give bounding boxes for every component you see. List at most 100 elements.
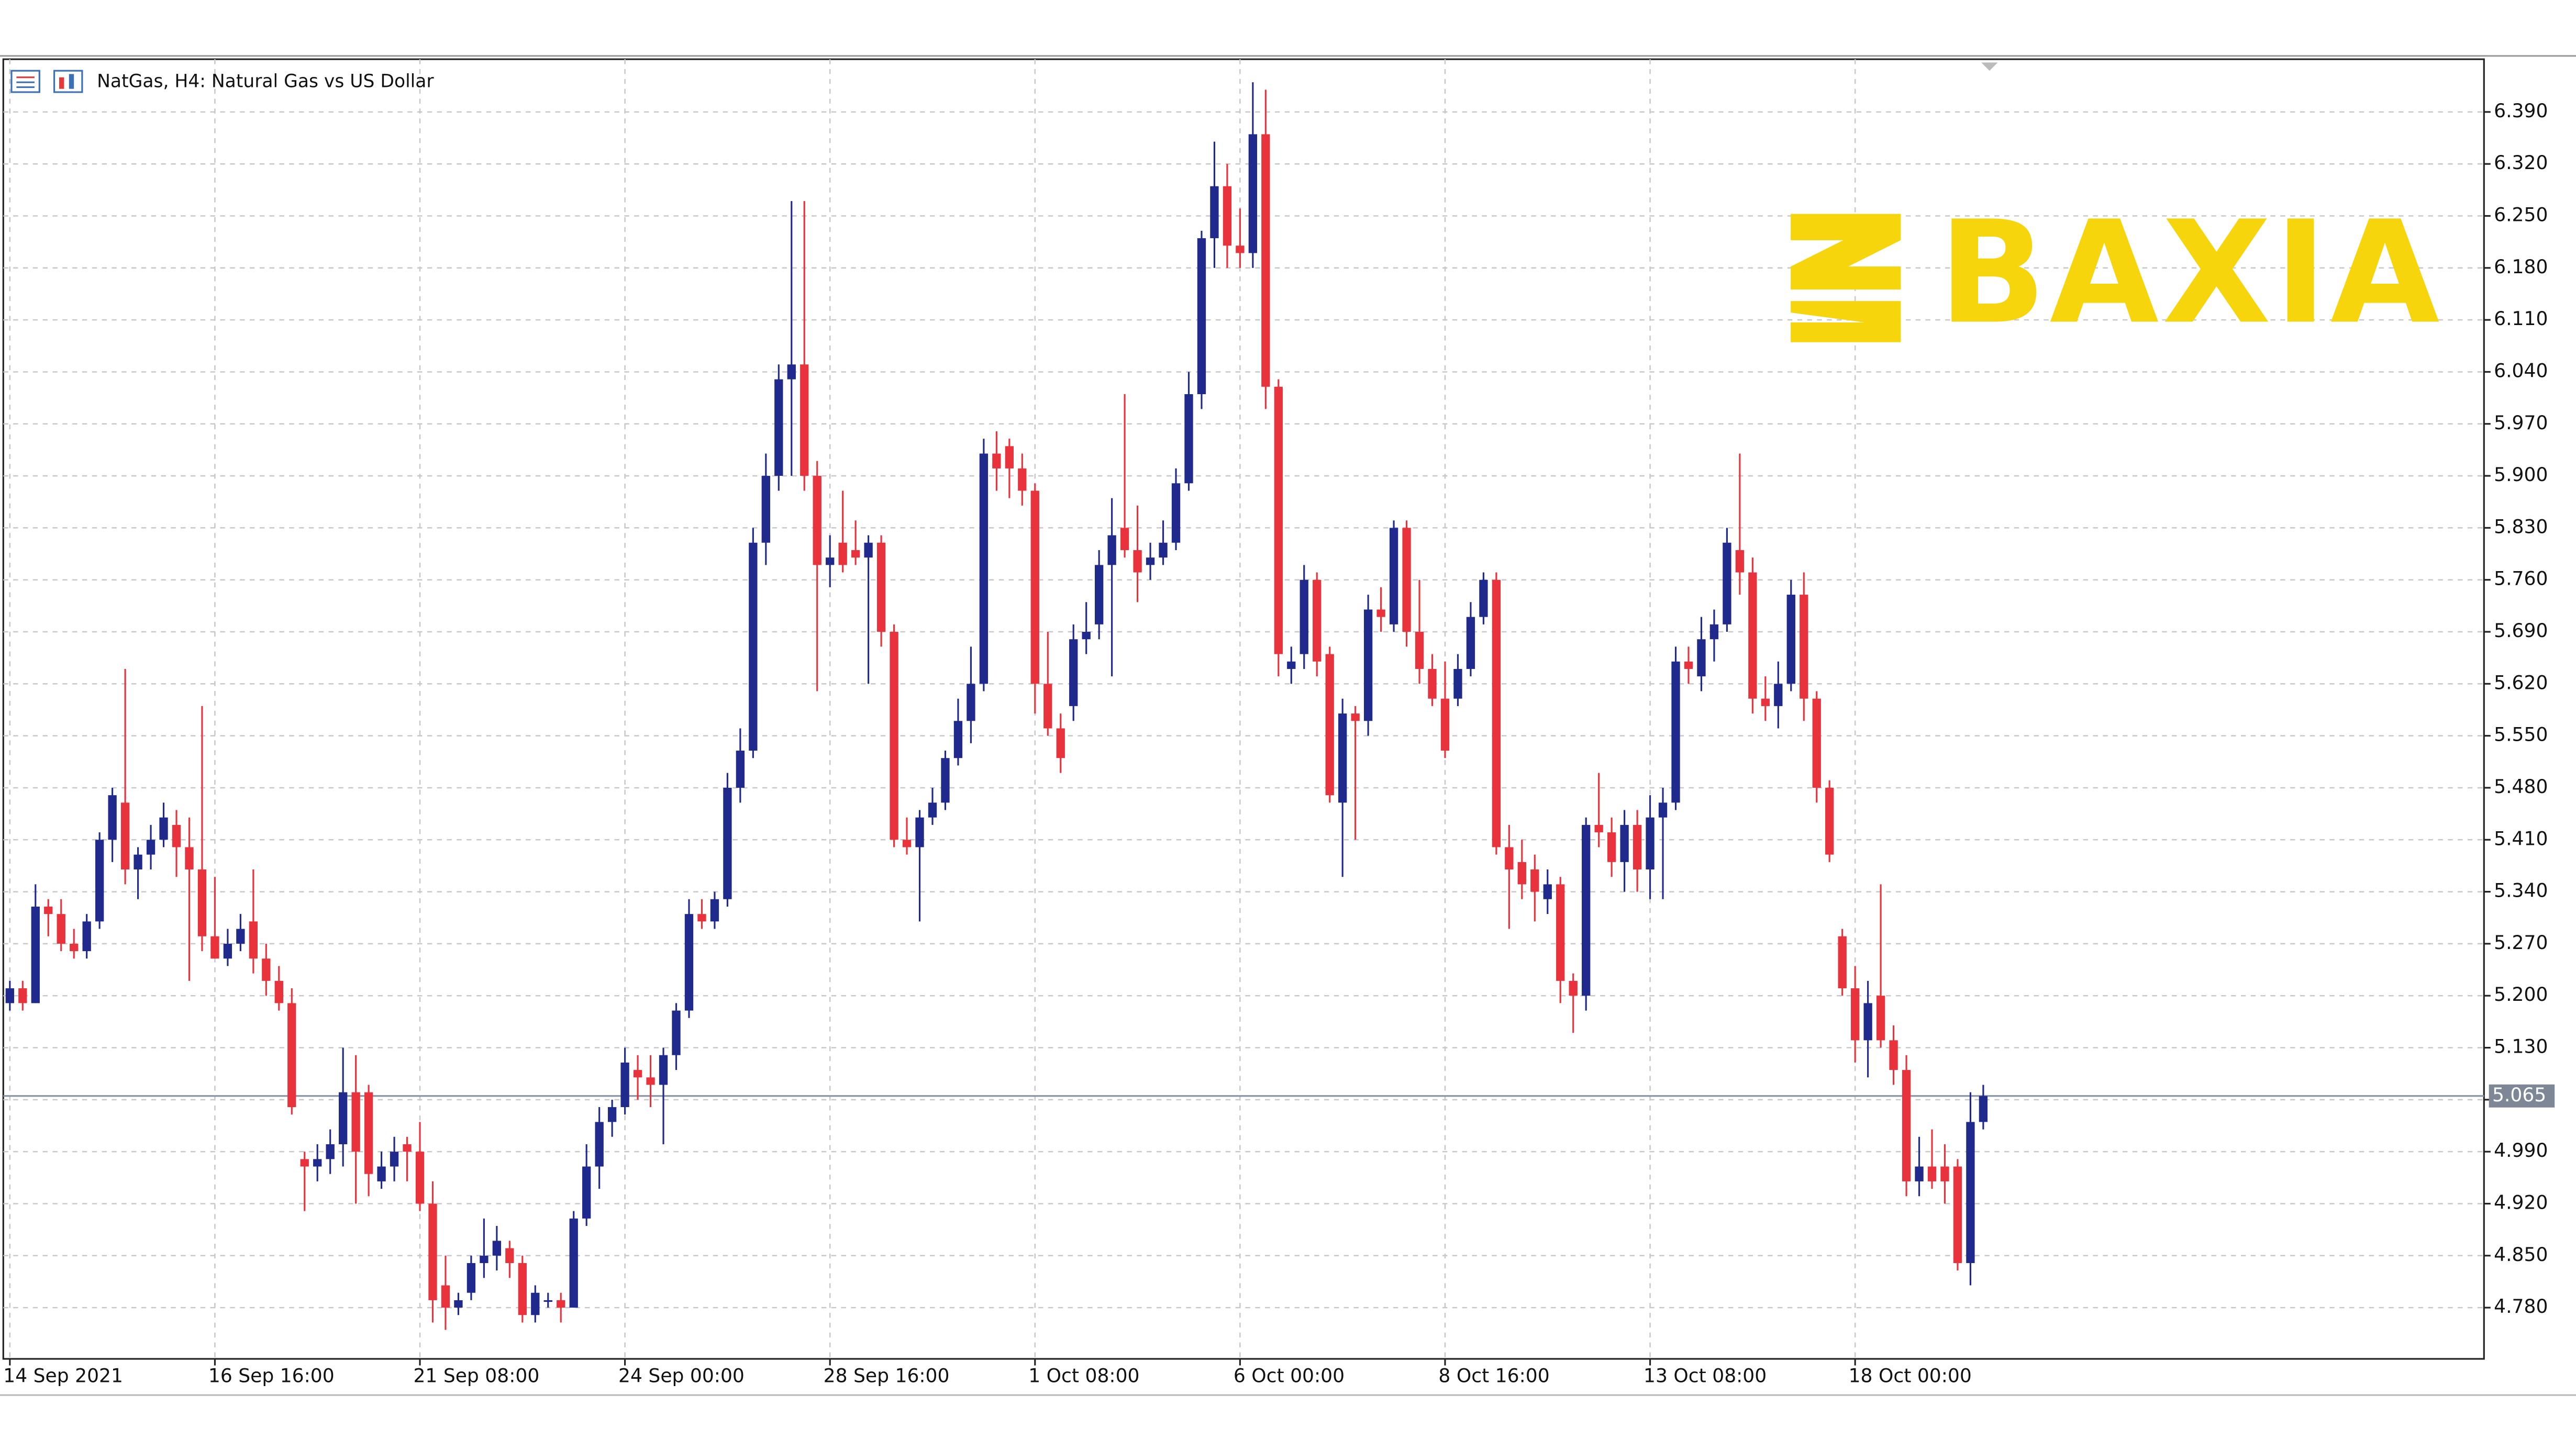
candle-body bbox=[1107, 535, 1116, 565]
candle-body bbox=[1735, 550, 1745, 573]
y-tick-label: 5.340 bbox=[2494, 879, 2548, 902]
candle-body bbox=[480, 1255, 488, 1263]
candle-body bbox=[390, 1152, 399, 1167]
candle-body bbox=[1133, 550, 1142, 573]
candle-body bbox=[1261, 134, 1270, 387]
candle-body bbox=[1069, 639, 1078, 706]
candle-body bbox=[774, 379, 783, 476]
x-tick-label: 21 Sep 08:00 bbox=[413, 1365, 539, 1387]
last-price-label: 5.065 bbox=[2492, 1084, 2546, 1106]
candle-body bbox=[505, 1248, 514, 1263]
icon-bar bbox=[69, 74, 74, 89]
x-tick-label: 8 Oct 16:00 bbox=[1438, 1365, 1549, 1387]
y-tick-label: 4.780 bbox=[2494, 1295, 2548, 1318]
y-tick-label: 4.920 bbox=[2494, 1191, 2548, 1213]
candle-body bbox=[1287, 661, 1296, 669]
candle-body bbox=[1402, 528, 1411, 632]
candle-body bbox=[915, 817, 924, 847]
candle-body bbox=[1889, 1040, 1898, 1070]
x-tick-label: 28 Sep 16:00 bbox=[824, 1365, 950, 1387]
candle-body bbox=[95, 840, 104, 922]
candle-body bbox=[210, 936, 219, 959]
candle-body bbox=[326, 1144, 335, 1159]
candle-body bbox=[287, 1003, 296, 1108]
candle-body bbox=[1684, 661, 1693, 669]
candle-body bbox=[697, 914, 706, 922]
candle-body bbox=[659, 1055, 668, 1085]
candle-body bbox=[838, 542, 847, 565]
y-tick-label: 6.320 bbox=[2494, 151, 2548, 174]
y-tick-label: 5.970 bbox=[2494, 411, 2548, 434]
y-tick-label: 5.550 bbox=[2494, 723, 2548, 746]
candle-body bbox=[646, 1077, 655, 1085]
candle-body bbox=[1505, 847, 1514, 870]
x-tick-label: 1 Oct 08:00 bbox=[1028, 1365, 1139, 1387]
candle-body bbox=[1543, 884, 1552, 899]
candle-body bbox=[851, 550, 860, 558]
candle-body bbox=[1838, 936, 1847, 989]
candle-body bbox=[749, 542, 758, 751]
candle-body bbox=[723, 787, 732, 899]
x-tick-label: 14 Sep 2021 bbox=[3, 1365, 123, 1387]
y-tick-label: 5.480 bbox=[2494, 775, 2548, 798]
candle-body bbox=[1005, 446, 1014, 468]
candle-body bbox=[928, 802, 937, 818]
candle-body bbox=[1863, 1003, 1872, 1041]
y-tick-label: 6.250 bbox=[2494, 203, 2548, 226]
last-price-box bbox=[2489, 1084, 2555, 1108]
candle-body bbox=[595, 1122, 604, 1167]
candle-body bbox=[672, 1010, 681, 1055]
x-tick-label: 6 Oct 00:00 bbox=[1234, 1365, 1345, 1387]
candle-body bbox=[1120, 528, 1129, 550]
y-tick-label: 5.830 bbox=[2494, 515, 2548, 538]
candle-body bbox=[1594, 824, 1603, 833]
candle-body bbox=[1748, 572, 1757, 699]
candle-body bbox=[1646, 817, 1655, 870]
candle-body bbox=[146, 840, 156, 855]
candle-body bbox=[1325, 654, 1334, 796]
candle-body bbox=[441, 1285, 450, 1308]
candle-body bbox=[492, 1241, 502, 1256]
candle-body bbox=[1146, 557, 1155, 565]
candle-body bbox=[1440, 698, 1450, 751]
icon-chart[interactable] bbox=[53, 70, 83, 93]
candle-body bbox=[569, 1218, 578, 1308]
candle-body bbox=[1723, 542, 1731, 624]
candle-body bbox=[518, 1263, 527, 1315]
y-tick-label: 4.990 bbox=[2494, 1139, 2548, 1162]
candle-body bbox=[1338, 713, 1347, 803]
candle-body bbox=[1658, 802, 1668, 818]
candle-body bbox=[684, 914, 694, 1011]
candle-body bbox=[864, 542, 873, 558]
candle-body bbox=[1825, 787, 1834, 855]
y-tick-label: 5.200 bbox=[2494, 983, 2548, 1006]
candle-body bbox=[1415, 632, 1424, 669]
candle-body bbox=[236, 929, 245, 944]
x-tick-label: 24 Sep 00:00 bbox=[618, 1365, 745, 1387]
y-tick-label: 5.620 bbox=[2494, 671, 2548, 694]
y-tick-label: 6.110 bbox=[2494, 307, 2548, 330]
candle-body bbox=[1274, 386, 1283, 654]
candle-body bbox=[313, 1159, 322, 1167]
logo-icon-top bbox=[1791, 214, 1901, 290]
candle-body bbox=[454, 1300, 463, 1308]
candle-body bbox=[300, 1159, 309, 1167]
candle-body bbox=[1569, 980, 1578, 996]
y-tick-label: 5.900 bbox=[2494, 463, 2548, 486]
candle-body bbox=[826, 557, 835, 565]
y-tick-label: 6.390 bbox=[2494, 99, 2548, 122]
candle-body bbox=[223, 943, 232, 959]
candle-body bbox=[953, 721, 963, 758]
candle-body bbox=[1940, 1166, 1949, 1181]
candle-body bbox=[1915, 1166, 1924, 1181]
candle-body bbox=[582, 1166, 591, 1219]
candle-body bbox=[1633, 824, 1642, 870]
candle-body bbox=[185, 847, 194, 870]
y-tick-label: 6.040 bbox=[2494, 359, 2548, 382]
candle-body bbox=[1428, 668, 1437, 699]
candle-body bbox=[1236, 245, 1245, 253]
candle-body bbox=[1095, 565, 1104, 624]
candle-body bbox=[1850, 988, 1860, 1041]
